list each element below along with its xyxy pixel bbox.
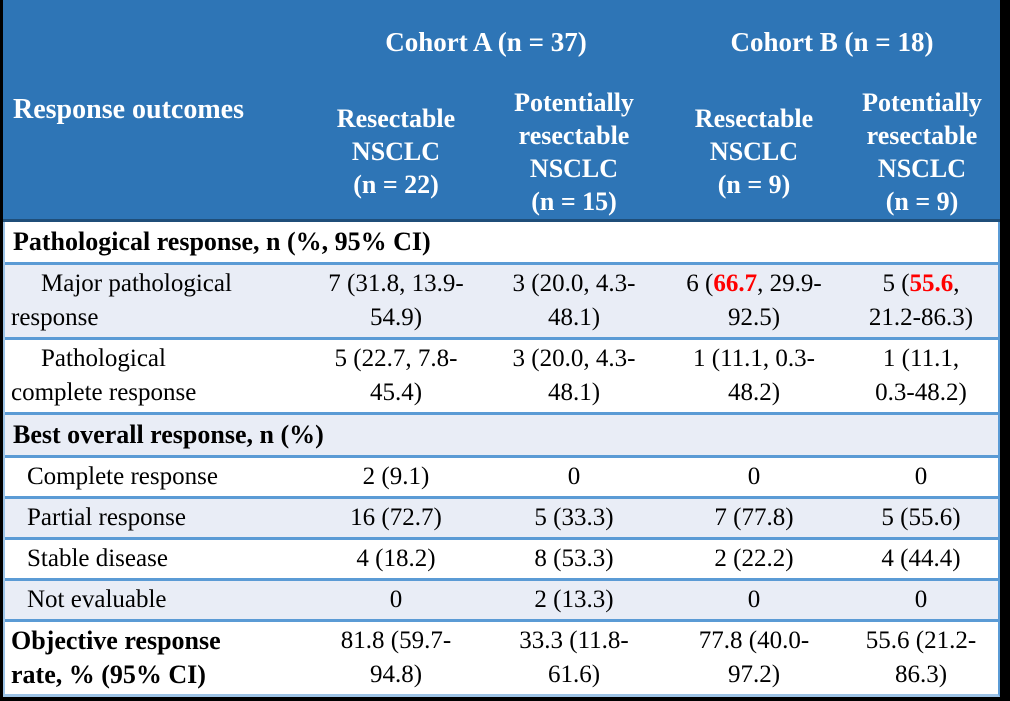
section-row-pathological-response: Pathological response, n (%, 95% CI) [5,222,998,262]
data-row-stable-disease: Stable disease 4 (18.2) 8 (53.3) 2 (22.2… [5,537,998,578]
value-prefix: 6 ( [686,270,714,297]
section-row-best-overall-response: Best overall response, n (%) [5,412,998,455]
value-cell: 1 (11.1, 0.3- 48.2) [693,345,815,406]
section-label: Best overall response, n (%) [13,420,324,449]
data-row-major-pathological-response: Major pathological response 7 (31.8, 13.… [5,262,998,337]
header-cohort-a: Cohort A (n = 37) [385,26,587,57]
row-label: Complete response [27,463,218,490]
highlighted-value: 66.7 [713,270,758,297]
value-cell: 0 [914,586,928,613]
section-label: Pathological response, n (%, 95% CI) [13,227,431,256]
value-cell-highlighted: 6 (66.7, 29.9- 92.5) [664,265,844,337]
table-body: Pathological response, n (%, 95% CI) Maj… [3,222,1000,697]
value-cell: 2 (13.3) [534,586,614,613]
value-cell: 16 (72.7) [350,504,442,531]
value-cell: 81.8 (59.7- 94.8) [340,627,452,688]
value-cell: 0 [389,586,403,613]
header-col-potentially-resectable-a: Potentially resectable NSCLC (n = 15) [514,87,634,216]
data-row-partial-response: Partial response 16 (72.7) 5 (33.3) 7 (7… [5,496,998,537]
value-cell: 3 (20.0, 4.3- 48.1) [512,270,636,331]
value-prefix: 5 ( [882,270,910,297]
value-cell: 3 (20.0, 4.3- 48.1) [512,345,636,406]
row-label: Pathological complete response [11,345,197,406]
row-label: Major pathological response [11,270,232,331]
highlighted-value: 55.6 [909,270,954,297]
row-label: Objective response rate, % (95% CI) [11,626,221,689]
header-cohort-b: Cohort B (n = 18) [730,26,934,57]
value-cell: 0 [747,463,761,490]
value-cell: 2 (9.1) [362,463,430,490]
value-cell: 5 (55.6) [881,504,961,531]
value-cell-highlighted: 5 (55.6, 21.2-86.3) [844,265,998,337]
value-suffix: , 21.2-86.3) [868,270,974,331]
value-cell: 0 [914,463,928,490]
row-label: Stable disease [27,545,168,572]
header-col-resectable-a: Resectable NSCLC (n = 22) [336,104,456,199]
value-cell: 4 (44.4) [881,545,961,572]
data-row-objective-response-rate: Objective response rate, % (95% CI) 81.8… [5,619,998,694]
row-label: Partial response [27,504,186,531]
value-cell: 0 [567,463,581,490]
value-cell: 77.8 (40.0- 97.2) [698,627,810,688]
value-suffix: , 29.9- 92.5) [727,270,822,331]
value-cell: 2 (22.2) [714,545,794,572]
value-cell: 5 (33.3) [534,504,614,531]
data-row-pathological-complete-response: Pathological complete response 5 (22.7, … [5,337,998,412]
row-label: Not evaluable [27,586,167,613]
value-cell: 0 [747,586,761,613]
header-response-outcomes: Response outcomes [13,93,244,125]
value-cell: 8 (53.3) [534,545,614,572]
value-cell: 7 (31.8, 13.9- 54.9) [328,270,464,331]
table-header: Response outcomes Cohort A (n = 37) Coho… [3,0,1000,222]
value-cell: 1 (11.1, 0.3-48.2) [875,345,967,406]
value-cell: 7 (77.8) [714,504,794,531]
value-cell: 5 (22.7, 7.8- 45.4) [334,345,458,406]
data-row-not-evaluable: Not evaluable 0 2 (13.3) 0 0 [5,578,998,619]
value-cell: 33.3 (11.8- 61.6) [519,627,629,688]
header-col-resectable-b: Resectable NSCLC (n = 9) [694,104,814,199]
data-row-complete-response: Complete response 2 (9.1) 0 0 0 [5,455,998,496]
value-cell: 4 (18.2) [356,545,436,572]
response-outcomes-table: Response outcomes Cohort A (n = 37) Coho… [3,0,1000,697]
header-col-potentially-resectable-b: Potentially resectable NSCLC (n = 9) [862,87,982,216]
value-cell: 55.6 (21.2- 86.3) [865,627,977,688]
